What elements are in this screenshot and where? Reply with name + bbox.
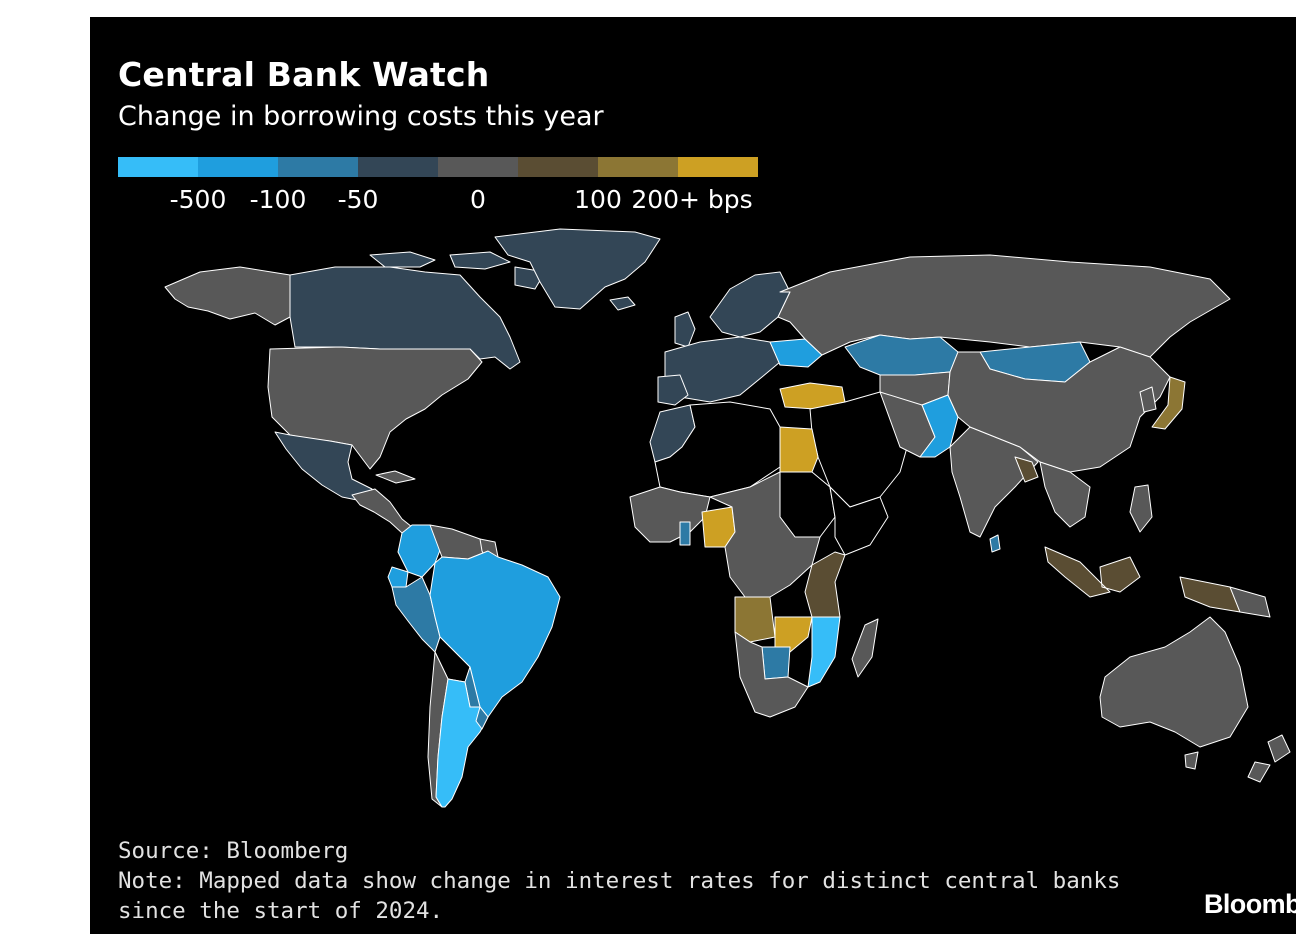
region-ukraine (769, 338, 823, 368)
region-angola (734, 596, 776, 643)
chart-panel: Central Bank Watch Change in borrowing c… (90, 17, 1296, 934)
region-argentina (435, 678, 489, 808)
region-iberia (657, 374, 689, 406)
region-egypt (779, 426, 819, 473)
region-papua (1229, 586, 1271, 618)
legend-swatch-5 (438, 157, 518, 177)
region-japan (1151, 376, 1186, 430)
region-iceland (609, 296, 636, 311)
legend-label-200-plus: 200+ bps (631, 185, 753, 214)
legend-swatch-8 (678, 157, 758, 177)
color-legend (118, 157, 758, 177)
legend-swatch-2 (198, 157, 278, 177)
region-new-zealand (1247, 734, 1291, 783)
region-australia (1099, 616, 1249, 748)
region-uruguay (475, 706, 489, 730)
world-map (164, 228, 1291, 808)
region-sri-lanka (989, 534, 1001, 553)
legend-label-minus-100: -100 (249, 185, 307, 214)
source-note: Source: Bloomberg (118, 838, 349, 864)
region-mexico (274, 431, 373, 502)
region-ghana (679, 521, 691, 546)
region-zambia (774, 616, 813, 653)
chart-title: Central Bank Watch (118, 55, 490, 94)
region-korea (1139, 386, 1157, 413)
legend-label-100: 100 (574, 185, 622, 214)
legend-swatch-3 (278, 157, 358, 177)
region-tasmania (1184, 751, 1199, 770)
region-bangladesh-myanmar (1014, 456, 1039, 483)
region-scandinavia (709, 271, 791, 338)
chart-footer: Source: Bloomberg Note: Mapped data show… (118, 836, 1120, 926)
bloomberg-logo: Bloomberg (1204, 889, 1296, 919)
region-kazakhstan (844, 334, 959, 376)
methodology-note-line-2: since the start of 2024. (118, 898, 444, 924)
region-kenya-tanzania (804, 551, 846, 618)
region-philippines (1129, 484, 1153, 533)
region-madagascar (851, 618, 879, 678)
region-southeast-asia (1039, 461, 1091, 528)
legend-swatch-7 (598, 157, 678, 177)
legend-swatch-4 (358, 157, 438, 177)
region-southern-africa (734, 631, 809, 718)
region-russia (777, 254, 1231, 358)
legend-label-minus-50: -50 (337, 185, 379, 214)
region-west-africa (629, 486, 711, 543)
region-alaska (164, 266, 291, 326)
region-cuba (375, 470, 416, 484)
region-mozambique (807, 616, 841, 688)
region-greenland (494, 228, 661, 310)
chart-subtitle: Change in borrowing costs this year (118, 101, 604, 132)
legend-label-minus-500: -500 (169, 185, 227, 214)
region-central-america (351, 488, 413, 534)
region-indonesia (1044, 546, 1241, 613)
legend-swatch-6 (518, 157, 598, 177)
region-botswana (761, 646, 791, 680)
legend-label-zero: 0 (470, 185, 486, 214)
region-uk (674, 311, 696, 348)
region-china (947, 346, 1171, 473)
region-central-africa (709, 471, 821, 598)
region-ecuador (387, 566, 409, 588)
legend-swatch-1 (118, 157, 198, 177)
region-ethiopia (829, 486, 889, 556)
region-canada-islands (369, 251, 546, 290)
methodology-note-line-1: Note: Mapped data show change in interes… (118, 868, 1121, 894)
